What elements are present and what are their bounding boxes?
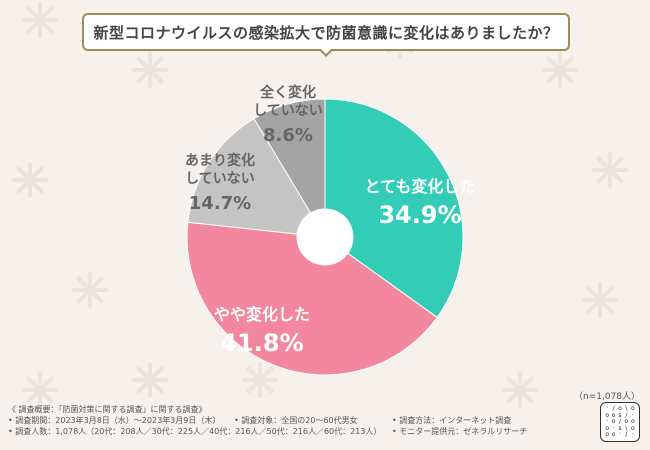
background-flake-stroke [76,276,104,304]
category-label-not-much-changed: あまり変化 [185,152,255,169]
background-flake-stroke [246,366,274,394]
category-label-not-changed-at-all: 全く変化 [259,84,316,101]
logo-mark: o [605,424,610,432]
chart-title-text: 新型コロナウイルスの感染拡大で防菌意識に変化はありましたか？ [93,23,559,42]
value-label-somewhat-changed: 41.8% [220,329,303,357]
logo-mark: o [630,405,635,412]
logo-mark: · [606,405,609,412]
sample-size-note: （n=1,078人） [573,392,640,402]
background-flake-stroke [596,156,624,184]
logo-mark: o [605,411,610,419]
background-flake-stroke [506,376,534,404]
chart-title: 新型コロナウイルスの感染拡大で防菌意識に変化はありましたか？ [82,13,570,51]
survey-footer: 《 調査概要：「防菌対策に関する調査」に関する調査》 • 調査期間：2023年3… [8,404,568,437]
logo-mark: o [630,424,635,432]
logo-mark: / [612,405,615,412]
logo-mark: · [631,431,634,438]
logo-mark: o [611,418,616,425]
footer-heading: 《 調査概要：「防菌対策に関する調査」に関する調査》 [8,405,207,414]
background-flake-stroke [136,366,164,394]
logo-mark: / [625,431,628,438]
logo-mark: / [625,411,628,419]
logo-mark: \ [625,424,628,432]
background-flake-stroke [26,376,54,404]
logo-mark: o [605,431,610,438]
donut-hole [297,209,353,265]
background-flake-stroke [16,166,44,194]
brand-logo: · / o \ o o o s / · · o / o o o · s \ o o o · / · [600,402,640,442]
logo-mark: · [619,431,621,438]
background-flake-stroke [586,286,614,314]
category-label-not-changed-at-all: していない [253,103,323,119]
background-flake-stroke [546,56,574,84]
footer-method: • 調査方法：インターネット調査 [392,416,512,425]
footer-period: • 調査期間：2023年3月8日（水）〜2023年3月9日（木） [8,416,221,425]
category-label-very-changed: とても変化した [365,177,476,196]
logo-mark: s [618,411,622,419]
logo-mark: · [612,424,615,432]
footer-count: • 調査人数：1,078人（20代：208人／30代：225人／40代：216人… [8,427,382,436]
logo-mark: · [631,411,634,419]
footer-provider: • モニター提供元：ゼネラルリサーチ [392,427,528,436]
logo-mark: o [618,405,622,412]
value-label-very-changed: 34.9% [378,201,461,229]
logo-mark: / [618,418,621,425]
logo-mark: o [624,418,629,425]
background-flake-stroke [26,6,54,34]
category-label-not-much-changed: していない [185,171,255,187]
value-label-not-changed-at-all: 8.6% [263,125,313,146]
category-label-somewhat-changed: やや変化した [214,305,310,324]
slice-not-changed-at-all [253,98,326,214]
background-flake-stroke [136,56,164,84]
logo-mark: s [618,424,622,432]
value-label-not-much-changed: 14.7% [189,193,251,214]
logo-mark: o [611,411,616,419]
logo-mark: · [606,418,609,425]
logo-mark: o [630,418,635,425]
footer-target: • 調査対象：全国の20〜60代男女 [234,416,358,425]
logo-mark: \ [625,405,628,412]
logo-mark: o [611,431,616,438]
